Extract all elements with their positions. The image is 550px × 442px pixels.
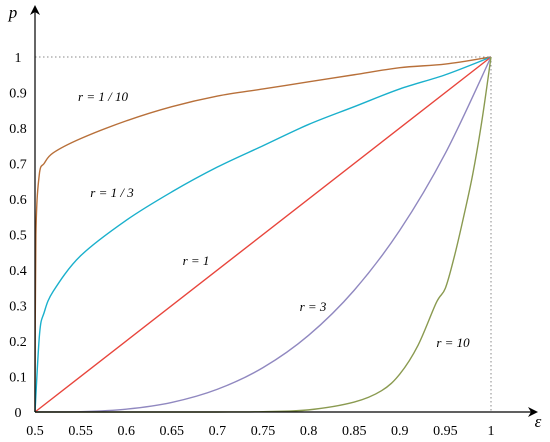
y-tick-label: 1: [15, 51, 22, 66]
x-tick-labels: 0.5 0.55 0.6 0.65 0.7 0.75 0.8 0.85 0.9 0.95 1: [26, 424, 494, 439]
y-tick-label: 0.5: [9, 229, 27, 244]
x-tick-label: 0.7: [209, 424, 227, 439]
x-axis-label: ε: [535, 412, 542, 431]
series-label-0: r = 1 / 10: [78, 89, 128, 104]
series-line-2: [34, 56, 492, 413]
y-tick-label: 0.9: [9, 87, 27, 102]
series-line-1: [34, 56, 492, 413]
x-tick-label: 0.5: [26, 424, 44, 439]
y-tick-label: 0.2: [9, 335, 27, 350]
series-label-1: r = 1 / 3: [90, 185, 134, 200]
y-tick-label: 0: [15, 406, 22, 421]
x-tick-label: 0.95: [433, 424, 458, 439]
series-label-3: r = 3: [300, 299, 327, 314]
y-tick-labels: 0 0.1 0.2 0.3 0.4 0.5 0.6 0.7 0.8 0.9 1: [9, 51, 27, 421]
x-tick-label: 0.85: [342, 424, 367, 439]
y-tick-label: 0.8: [9, 122, 27, 137]
y-axis-label: p: [8, 3, 18, 22]
x-tick-label: 0.9: [391, 424, 409, 439]
y-tick-label: 0.7: [9, 158, 27, 173]
reference-lines: [35, 56, 492, 412]
series-layer: [34, 56, 492, 413]
x-tick-label: 0.65: [160, 424, 185, 439]
y-tick-label: 0.1: [9, 371, 27, 386]
series-line-3: [34, 56, 492, 413]
series-labels: r = 1 / 10 r = 1 / 3 r = 1 r = 3 r = 10: [78, 89, 470, 350]
x-tick-label: 0.55: [68, 424, 93, 439]
series-label-2: r = 1: [183, 253, 210, 268]
y-tick-label: 0.3: [9, 300, 27, 315]
x-tick-label: 0.6: [117, 424, 135, 439]
x-tick-label: 0.75: [251, 424, 276, 439]
series-line-0: [34, 56, 492, 413]
x-tick-label: 1: [488, 424, 495, 439]
series-label-4: r = 10: [436, 335, 470, 350]
y-tick-label: 0.4: [9, 264, 27, 279]
y-tick-label: 0.6: [9, 193, 27, 208]
x-tick-label: 0.8: [300, 424, 318, 439]
